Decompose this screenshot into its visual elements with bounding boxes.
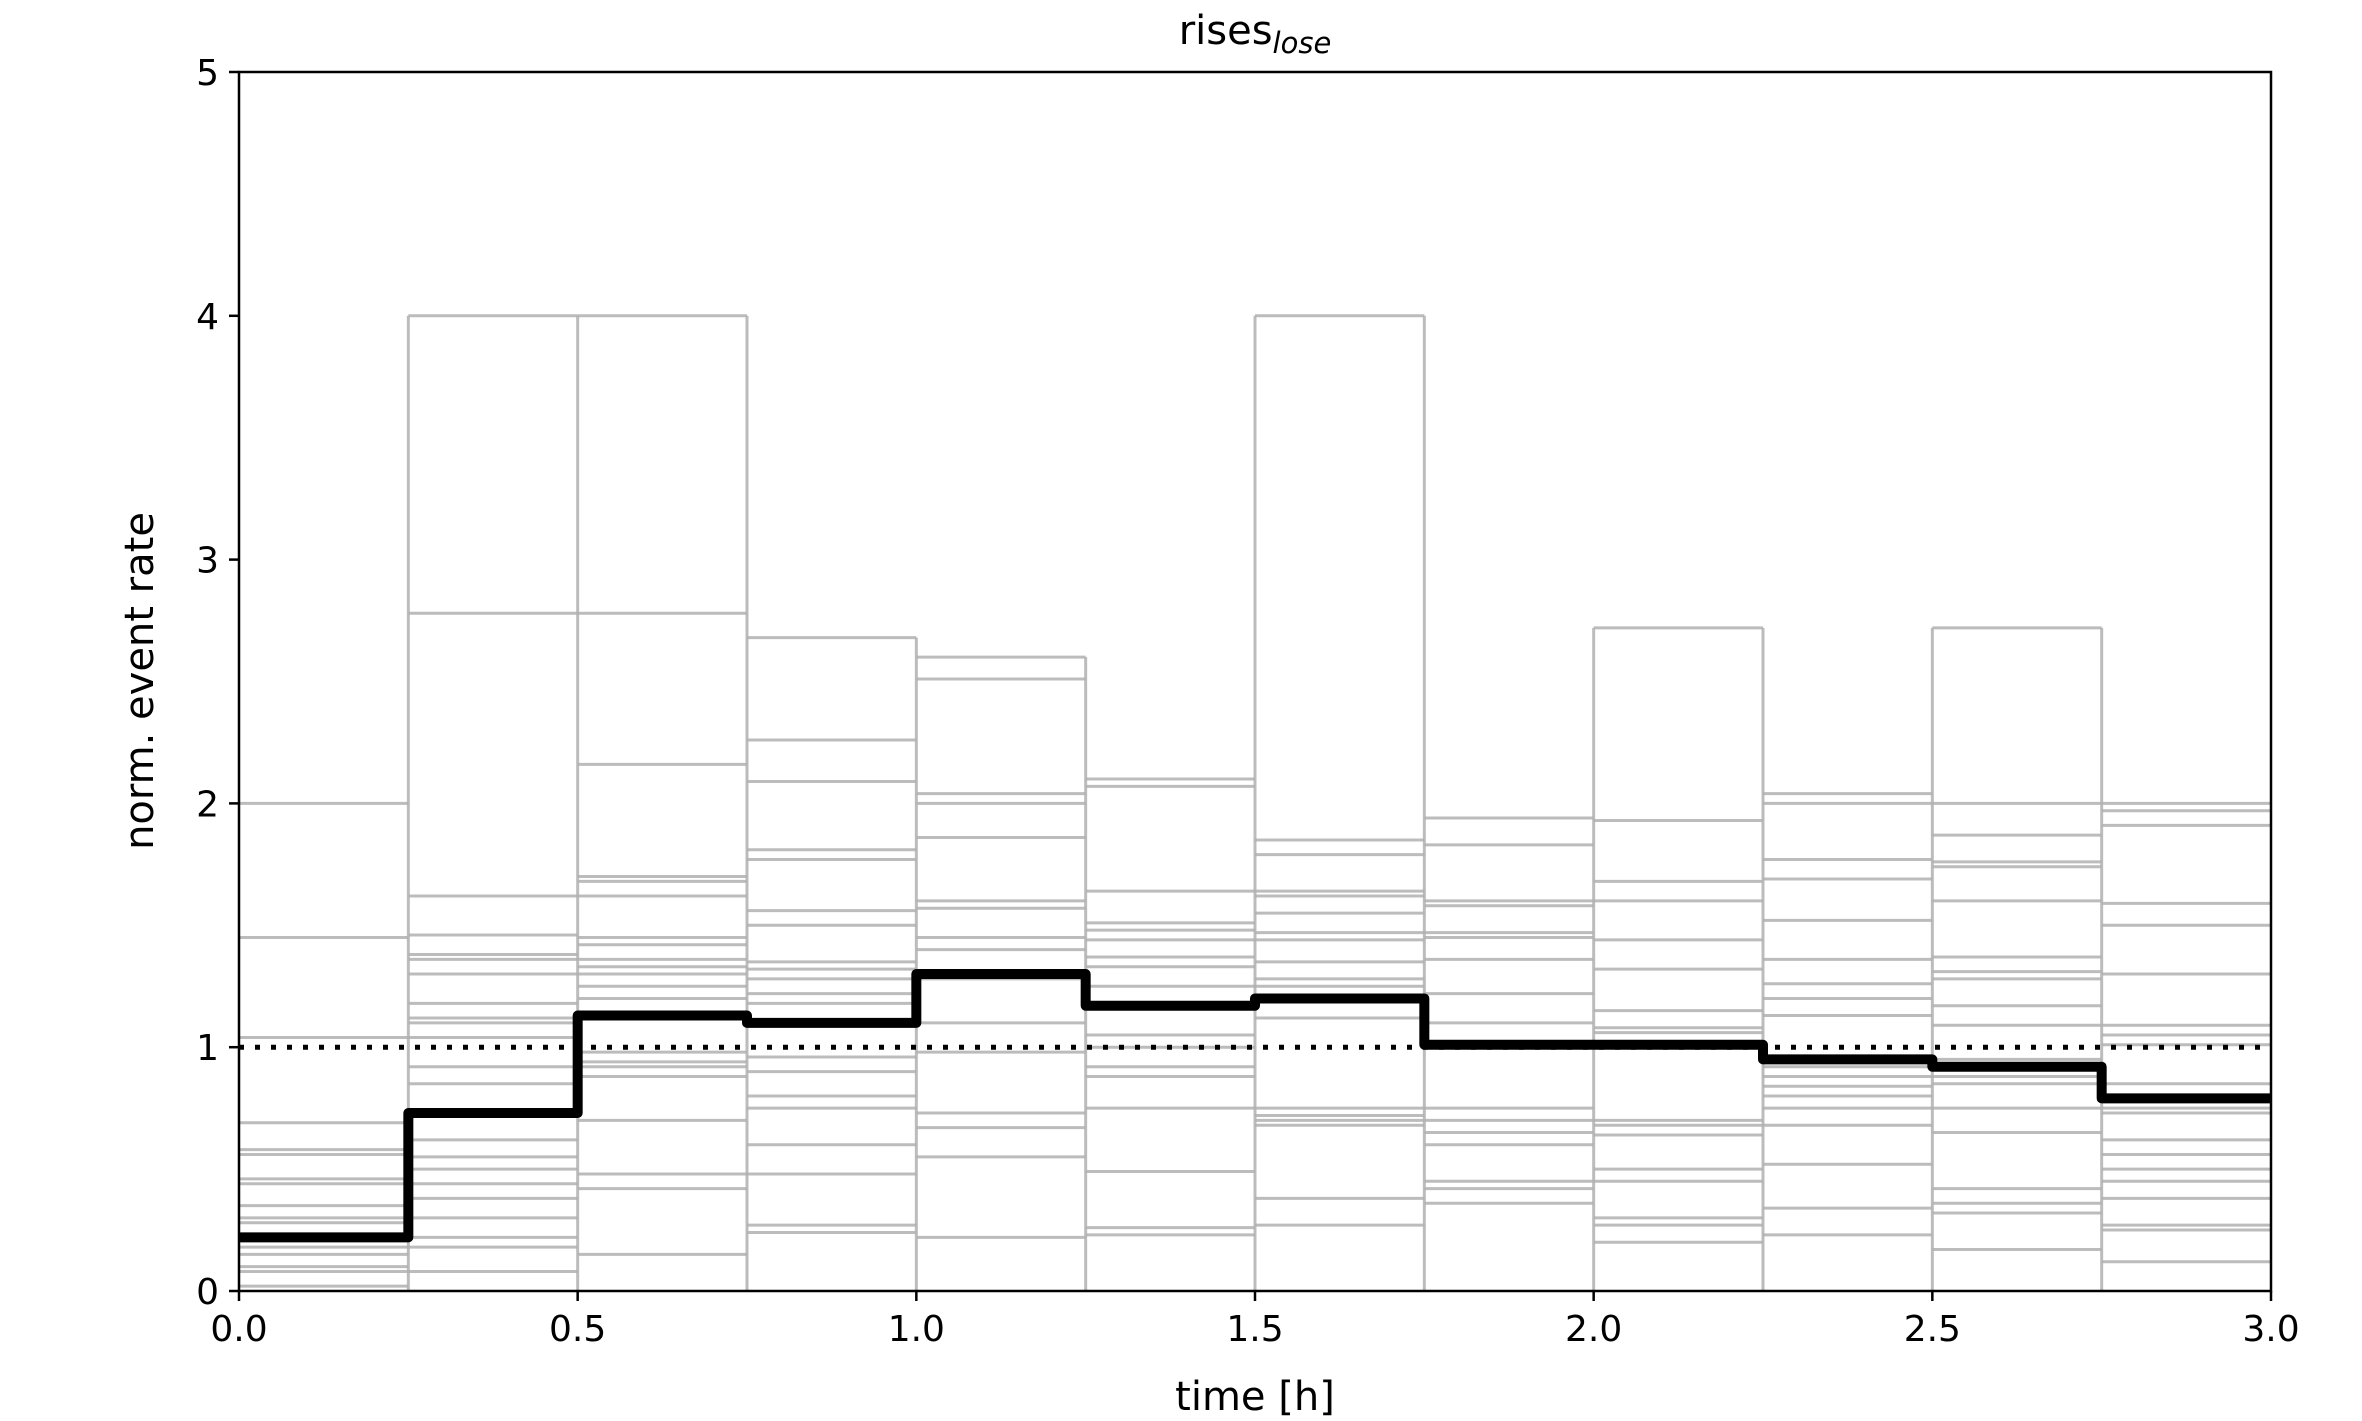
x-tick-label: 2.0 <box>1565 1309 1622 1350</box>
x-tick-label: 0.0 <box>210 1309 267 1350</box>
y-tick-label: 4 <box>196 297 219 338</box>
x-tick-label: 1.0 <box>888 1309 945 1350</box>
y-tick-label: 5 <box>196 53 219 94</box>
title-main: rises <box>1179 8 1273 54</box>
x-axis-label: time [h] <box>1175 1374 1335 1417</box>
y-tick-label: 2 <box>196 784 219 825</box>
x-tick-label: 3.0 <box>2242 1309 2299 1350</box>
mean-step-line <box>239 969 2271 1243</box>
y-axis-label: norm. event rate <box>117 512 163 850</box>
x-tick-label: 2.5 <box>1904 1309 1961 1350</box>
y-tick-label: 3 <box>196 541 219 582</box>
chart-title: riseslose <box>1179 8 1332 60</box>
x-tick-label: 1.5 <box>1226 1309 1283 1350</box>
y-tick-label: 0 <box>196 1272 219 1313</box>
y-axis: 0 1 2 3 4 5 <box>196 53 239 1313</box>
x-axis: 0.0 0.5 1.0 1.5 2.0 2.5 3.0 <box>210 1291 2300 1350</box>
y-tick-label: 1 <box>196 1028 219 1069</box>
title-subscript: lose <box>1273 26 1332 60</box>
x-tick-label: 0.5 <box>549 1309 606 1350</box>
individual-histograms <box>239 314 2271 1291</box>
